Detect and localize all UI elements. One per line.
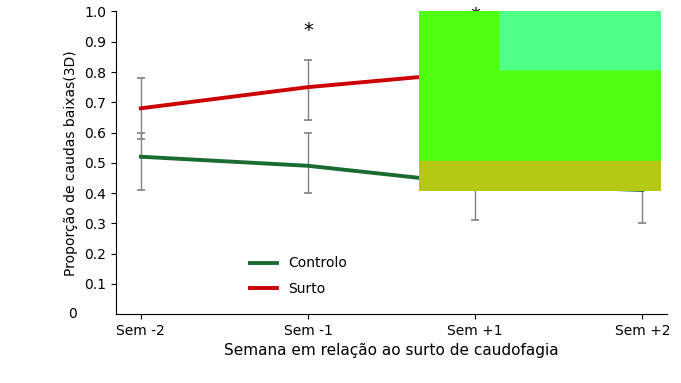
Text: 0: 0 [68,307,77,321]
Text: *: * [303,21,313,40]
Text: *: * [470,6,480,25]
X-axis label: Semana em relação ao surto de caudofagia: Semana em relação ao surto de caudofagia [224,343,559,358]
Y-axis label: Proporção de caudas baixas(3D): Proporção de caudas baixas(3D) [65,50,78,276]
Legend: Controlo, Surto: Controlo, Surto [244,251,353,301]
Text: *: * [637,24,647,43]
